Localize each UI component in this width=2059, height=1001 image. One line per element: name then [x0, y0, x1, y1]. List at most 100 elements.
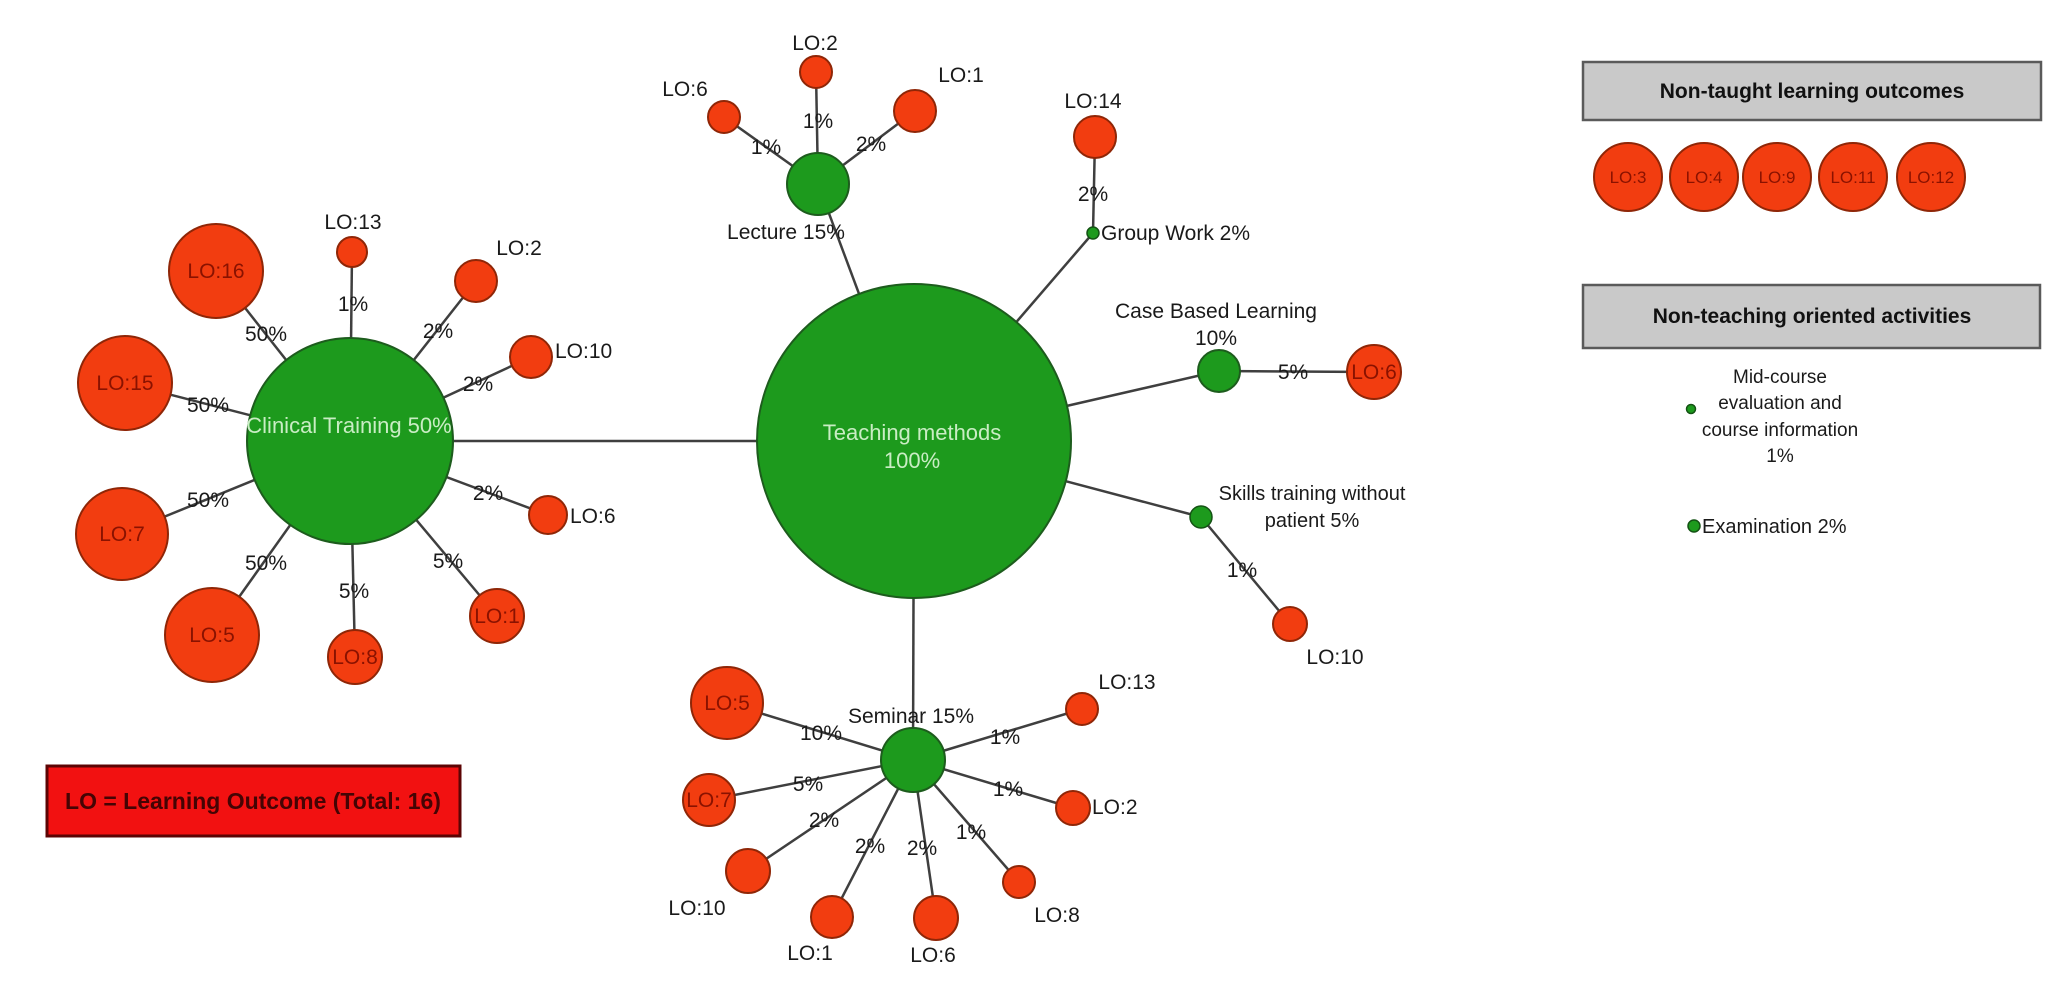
- cluster-case-based-learning: Case Based Learning 10% LO:6 5%: [1115, 300, 1402, 400]
- outcome-node-lo11: [1818, 142, 1888, 212]
- edge-pct-lecture-lo1: 2%: [856, 133, 886, 156]
- group-work-node: [1086, 226, 1100, 240]
- mid-course-label-line2: evaluation and: [1718, 393, 1842, 414]
- outcome-label-lo1: LO:1: [474, 605, 520, 628]
- edge-pct-clinical-lo15: 50%: [187, 394, 229, 417]
- outcome-node-lo15: [77, 335, 173, 431]
- teaching-methods-label-line2: 100%: [884, 448, 940, 473]
- cluster-skills-training: Skills training without patient 5% LO:10…: [1189, 483, 1406, 669]
- outcome-label-skills-lo10: LO:10: [1306, 646, 1363, 669]
- edge-pct-clinical-lo16: 50%: [245, 323, 287, 346]
- outcome-node-lo16: [168, 223, 264, 319]
- teaching-methods-node: [756, 283, 1072, 599]
- outcome-node-lo4: [1669, 142, 1739, 212]
- outcome-label-lo4: LO:4: [1686, 168, 1723, 187]
- outcome-label-lecture-lo2: LO:2: [792, 32, 838, 55]
- edge-pct-clinical-lo6: 2%: [473, 482, 503, 505]
- outcome-node-seminar-lo5: [690, 666, 764, 740]
- edge-pct-seminar-lo1: 2%: [855, 835, 885, 858]
- outcome-label-lo5: LO:5: [189, 624, 235, 647]
- legend-box: [45, 764, 462, 838]
- outcome-node-lo13: [336, 236, 368, 268]
- mid-course-label-line3: course information: [1702, 420, 1858, 441]
- outcome-node-seminar-lo13: [1065, 692, 1099, 726]
- non-taught-header-box: [1581, 60, 2043, 122]
- outcome-node-lecture-lo2: [799, 55, 833, 89]
- edge-pct-seminar-lo7: 5%: [793, 773, 823, 796]
- edge-seminar-lo10: [747, 758, 914, 873]
- cluster-clinical-training: Clinical Training 50% LO:16 50% LO:15 50…: [75, 211, 616, 685]
- outcome-node-seminar-lo7: [682, 773, 736, 827]
- outcome-label-seminar-lo6: LO:6: [910, 944, 956, 967]
- examination-label: Examination 2%: [1702, 516, 1847, 538]
- outcome-label-seminar-lo10: LO:10: [668, 897, 725, 920]
- edge-pct-clinical-lo8: 5%: [339, 580, 369, 603]
- lecture-label: Lecture 15%: [727, 221, 845, 244]
- edge-pct-lecture-lo6: 1%: [751, 136, 781, 159]
- clinical-training-node: [246, 337, 454, 545]
- outcome-label-seminar-lo7: LO:7: [686, 789, 732, 812]
- outcome-label-seminar-lo5: LO:5: [704, 692, 750, 715]
- edge-pct-seminar-lo5: 10%: [800, 722, 842, 745]
- outcome-label-lo9: LO:9: [1759, 168, 1796, 187]
- outcome-label-lo12: LO:12: [1908, 168, 1954, 187]
- legend: LO = Learning Outcome (Total: 16): [45, 764, 462, 838]
- legend-label: LO = Learning Outcome (Total: 16): [65, 788, 441, 814]
- edge-pct-clinical-lo10: 2%: [463, 373, 493, 396]
- non-teaching-header-box: [1581, 283, 2042, 350]
- edge-seminar-lo7: [708, 758, 914, 802]
- outcome-node-seminar-lo6: [913, 895, 959, 941]
- outcome-label-seminar-lo13: LO:13: [1098, 671, 1155, 694]
- outcome-label-lo16: LO:16: [187, 260, 244, 283]
- edge-pct-clinical-lo7: 50%: [187, 489, 229, 512]
- skills-training-node: [1189, 505, 1213, 529]
- cluster-group-work: Group Work 2% LO:14 2%: [1064, 90, 1250, 245]
- outcome-label-casebased-lo6: LO:6: [1351, 361, 1397, 384]
- outcome-node-lo14: [1073, 115, 1117, 159]
- outcome-node-seminar-lo8: [1002, 865, 1036, 899]
- outcome-node-seminar-lo2: [1055, 790, 1091, 826]
- edge-pct-seminar-lo8: 1%: [956, 821, 986, 844]
- outcome-node-skills-lo10: [1272, 606, 1308, 642]
- outcome-label-lo14: LO:14: [1064, 90, 1122, 113]
- outcome-node-lo12: [1896, 142, 1966, 212]
- edge-pct-clinical-lo2: 2%: [423, 320, 453, 343]
- edge-pct-casebased-lo6: 5%: [1278, 361, 1308, 384]
- edge-pct-seminar-lo10: 2%: [809, 809, 839, 832]
- non-teaching-header-title: Non-teaching oriented activities: [1653, 305, 1972, 328]
- cluster-teaching-methods: Teaching methods 100%: [756, 283, 1072, 599]
- outcome-label-lo13: LO:13: [324, 211, 381, 234]
- edge-skills-lo10: [1200, 516, 1291, 625]
- teaching-methods-label-line1: Teaching methods: [823, 420, 1002, 445]
- case-based-learning-label-line2: 10%: [1195, 327, 1237, 350]
- outcome-label-lo7: LO:7: [99, 523, 145, 546]
- edge-pct-clinical-lo13: 1%: [338, 293, 368, 316]
- clinical-training-label: Clinical Training 50%: [246, 413, 451, 438]
- outcome-node-lo2: [454, 259, 498, 303]
- cluster-lecture: Lecture 15% LO:6 1% LO:2 1% LO:1 2%: [662, 32, 984, 244]
- edge-pct-lecture-lo2: 1%: [803, 110, 833, 133]
- outcome-node-seminar-lo1: [810, 895, 854, 939]
- edge-pct-seminar-lo13: 1%: [990, 726, 1020, 749]
- outcome-node-lo10: [509, 335, 553, 379]
- cluster-seminar: Seminar 15% LO:5 10% LO:7 5% LO:10 2% LO…: [668, 666, 1156, 967]
- mid-course-evaluation-node: [1685, 403, 1697, 415]
- outcome-node-lo1: [469, 588, 525, 644]
- edge-pct-skills-lo10: 1%: [1227, 559, 1257, 582]
- mid-course-label-line4: 1%: [1766, 446, 1794, 467]
- edge-pct-clinical-lo1: 5%: [433, 550, 463, 573]
- outcome-label-lecture-lo6: LO:6: [662, 78, 708, 101]
- outcome-label-seminar-lo2: LO:2: [1092, 796, 1138, 819]
- outcome-label-seminar-lo8: LO:8: [1034, 904, 1080, 927]
- outcome-node-lo8: [327, 629, 383, 685]
- seminar-label: Seminar 15%: [848, 705, 974, 728]
- edge-pct-seminar-lo2: 1%: [993, 778, 1023, 801]
- panel-non-taught-outcomes: Non-taught learning outcomes LO:3 LO:4 L…: [1581, 60, 2043, 212]
- examination-node: [1687, 519, 1701, 533]
- seminar-node: [880, 727, 946, 793]
- edge-pct-clinical-lo5: 50%: [245, 552, 287, 575]
- lecture-node: [786, 152, 850, 216]
- outcome-label-lo6: LO:6: [570, 505, 616, 528]
